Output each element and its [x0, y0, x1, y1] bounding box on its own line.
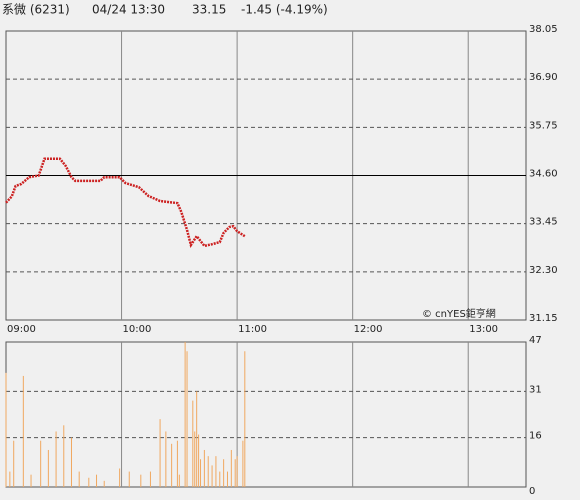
volume-bar — [47, 449, 49, 487]
volume-bar — [186, 351, 188, 487]
volume-bar — [244, 351, 246, 487]
plot-frame — [5, 341, 527, 488]
y-tick-label: 38.05 — [529, 24, 558, 35]
volume-bar — [215, 456, 217, 487]
y-tick-label: 31 — [529, 384, 542, 395]
y-tick-label: 0 — [529, 486, 535, 497]
volume-bar — [226, 471, 228, 487]
volume-bar — [178, 474, 180, 487]
volume-bar — [203, 449, 205, 487]
volume-bar — [159, 419, 161, 487]
change: -1.45 (-4.19%) — [241, 3, 328, 17]
volume-bar — [63, 425, 65, 487]
y-tick-label: 34.60 — [529, 169, 558, 180]
volume-bar — [184, 342, 186, 487]
y-tick-label: 32.30 — [529, 265, 558, 276]
volume-bar — [119, 468, 121, 487]
volume-bar — [96, 474, 98, 487]
y-tick-label: 16 — [529, 431, 542, 442]
volume-bar — [194, 431, 196, 487]
volume-bar — [9, 471, 11, 487]
volume-bar — [103, 480, 105, 487]
datetime: 04/24 13:30 — [92, 3, 165, 17]
volume-bar — [198, 434, 200, 487]
volume-bar — [219, 471, 221, 487]
volume-bar — [211, 465, 213, 487]
volume-bar — [22, 375, 24, 487]
y-tick-label: 33.45 — [529, 217, 558, 228]
volume-bar — [5, 372, 7, 487]
volume-bar — [13, 440, 15, 487]
x-tick-label: 10:00 — [123, 324, 152, 335]
volume-bar — [55, 431, 57, 487]
volume-bar — [230, 449, 232, 487]
watermark: © cnYES鉅亨網 — [422, 307, 496, 320]
volume-bar — [176, 440, 178, 487]
volume-bar — [70, 437, 72, 487]
volume-bar — [30, 474, 32, 487]
x-tick-label: 11:00 — [238, 324, 267, 335]
volume-bar — [140, 474, 142, 487]
y-tick-label: 35.75 — [529, 120, 558, 131]
header: 系微 (6231) 04/24 13:30 33.15 -1.45 (-4.19… — [2, 3, 328, 17]
volume-bar — [207, 456, 209, 487]
volume-bar — [88, 477, 90, 487]
stock-name: 系微 (6231) — [2, 3, 70, 17]
price: 33.15 — [192, 3, 226, 17]
y-tick-label: 47 — [529, 335, 542, 346]
volume-bar — [200, 459, 202, 487]
x-tick-label: 13:00 — [469, 324, 498, 335]
volume-bar — [192, 400, 194, 487]
volume-bar — [171, 443, 173, 487]
volume-bar — [78, 471, 80, 487]
price-line — [5, 157, 246, 249]
x-tick-label: 09:00 — [7, 324, 36, 335]
volume-bar — [236, 456, 238, 487]
volume-bar — [149, 471, 151, 487]
volume-bar — [40, 440, 42, 487]
volume-bar — [234, 459, 236, 487]
y-tick-label: 31.15 — [529, 313, 558, 324]
volume-bar — [128, 471, 130, 487]
y-tick-label: 36.90 — [529, 72, 558, 83]
x-tick-label: 12:00 — [354, 324, 383, 335]
volume-bar — [223, 459, 225, 487]
volume-bar — [165, 431, 167, 487]
volume-bar — [196, 391, 198, 487]
volume-bar — [242, 440, 244, 487]
